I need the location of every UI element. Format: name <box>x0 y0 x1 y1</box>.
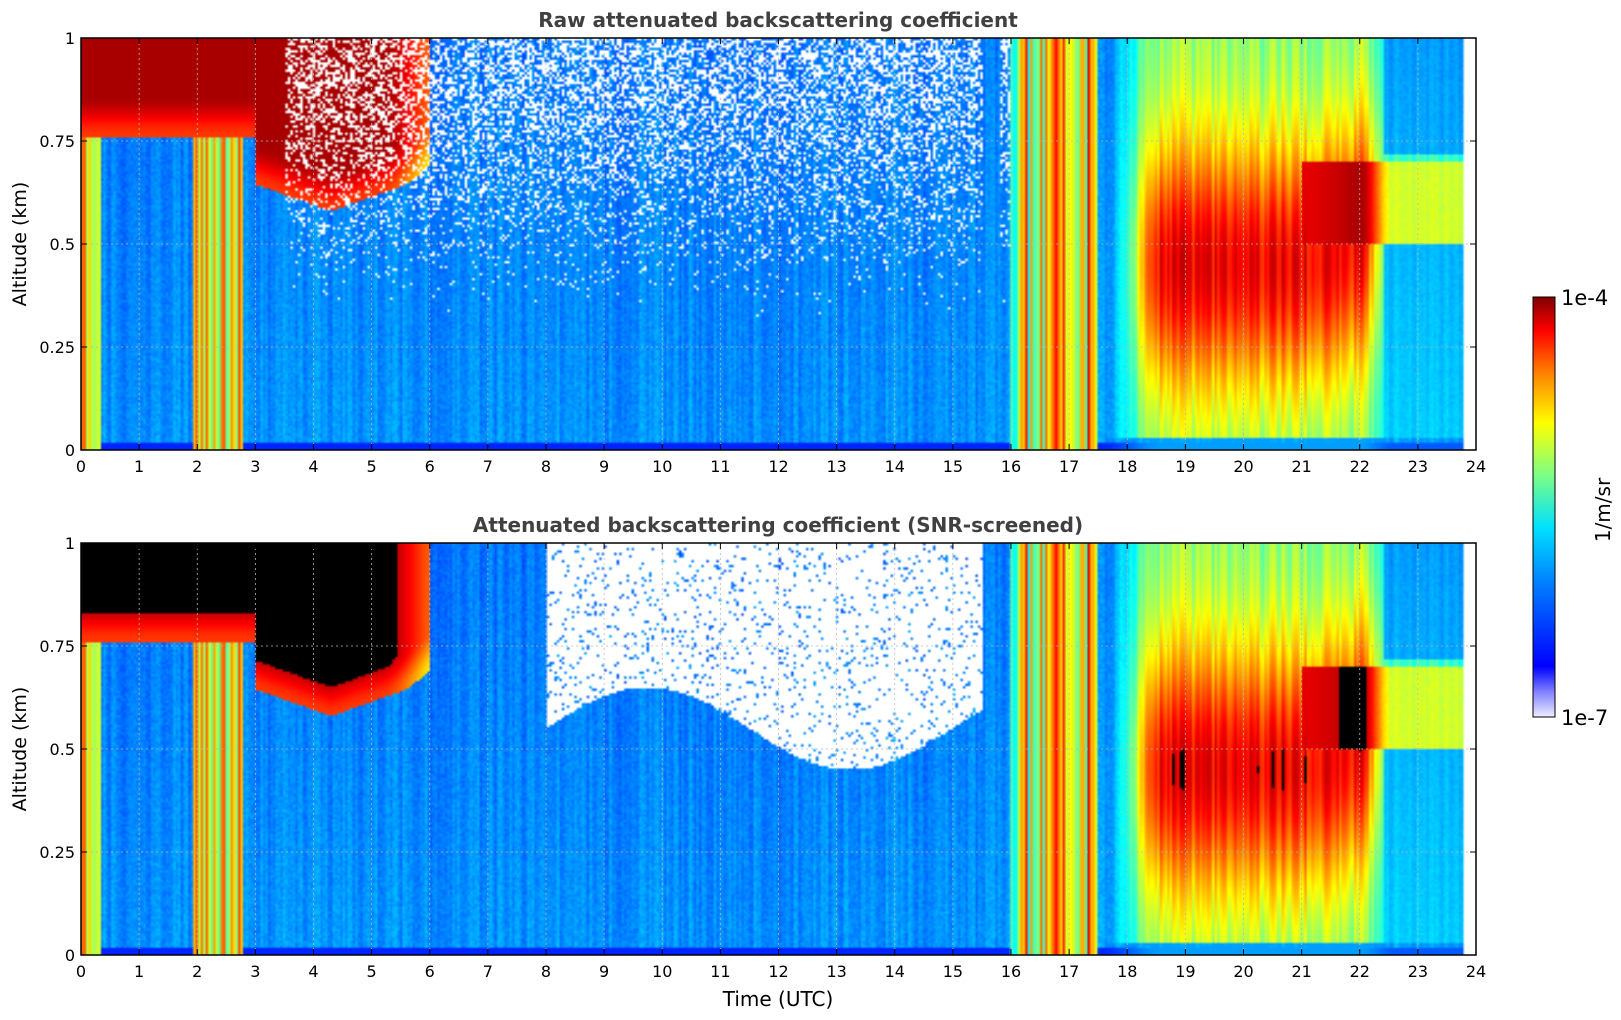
x-tick-label: 22 <box>1350 457 1370 476</box>
x-tick-label: 11 <box>710 457 730 476</box>
y-tick-label: 0.75 <box>39 637 75 656</box>
x-tick-label: 7 <box>483 457 493 476</box>
y-tick-label: 0.5 <box>50 235 75 254</box>
y-tick-label: 0.25 <box>39 843 75 862</box>
colorbar-gradient <box>1532 296 1556 718</box>
panel-screened-title: Attenuated backscattering coefficient (S… <box>473 513 1083 537</box>
x-tick-label: 24 <box>1466 457 1486 476</box>
panel-raw-grid <box>81 38 1476 450</box>
x-tick-label: 2 <box>192 962 202 981</box>
x-tick-label: 18 <box>1117 457 1137 476</box>
x-tick-label: 1 <box>134 962 144 981</box>
panel-raw-title: Raw attenuated backscattering coefficien… <box>538 8 1018 32</box>
x-tick-label: 23 <box>1408 457 1428 476</box>
x-tick-label: 20 <box>1233 962 1253 981</box>
x-tick-label: 21 <box>1291 962 1311 981</box>
panel-screened: Attenuated backscattering coefficient (S… <box>9 513 1486 1011</box>
x-tick-label: 1 <box>134 457 144 476</box>
x-tick-label: 8 <box>541 457 551 476</box>
x-tick-label: 10 <box>652 457 672 476</box>
panel-screened-grid <box>81 543 1476 955</box>
x-tick-label: 5 <box>367 962 377 981</box>
x-tick-label: 4 <box>308 457 318 476</box>
x-tick-label: 9 <box>599 457 609 476</box>
panel-raw: Raw attenuated backscattering coefficien… <box>9 8 1486 476</box>
y-tick-label: 0 <box>65 441 75 460</box>
x-tick-label: 22 <box>1350 962 1370 981</box>
x-tick-label: 17 <box>1059 457 1079 476</box>
y-tick-label: 0.25 <box>39 338 75 357</box>
x-tick-label: 8 <box>541 962 551 981</box>
x-tick-label: 13 <box>826 457 846 476</box>
panel-screened-xlabel: Time (UTC) <box>722 987 834 1011</box>
y-tick-label: 0.75 <box>39 132 75 151</box>
x-tick-label: 24 <box>1466 962 1486 981</box>
panel-screened-x-ticks: 0 1 2 3 4 5 6 7 8 9 10 11 12 13 14 15 16 17 18 19 20 21 22 23 24 <box>76 543 1486 981</box>
colorbar-max-label: 1e-4 <box>1561 286 1608 310</box>
x-tick-label: 14 <box>885 457 905 476</box>
x-tick-label: 13 <box>826 962 846 981</box>
x-tick-label: 15 <box>943 962 963 981</box>
colorbar-units-label: 1/m/sr <box>1591 477 1615 542</box>
x-tick-label: 5 <box>367 457 377 476</box>
colorbar: 1e-4 1e-7 1/m/sr <box>1532 286 1615 730</box>
x-tick-label: 12 <box>768 457 788 476</box>
panel-screened-ylabel: Altitude (km) <box>9 687 31 812</box>
panel-raw-y-ticks: 0 0.25 0.5 0.75 1 <box>39 29 1476 460</box>
x-tick-label: 12 <box>768 962 788 981</box>
x-tick-label: 19 <box>1175 962 1195 981</box>
x-tick-label: 23 <box>1408 962 1428 981</box>
x-tick-label: 15 <box>943 457 963 476</box>
x-tick-label: 11 <box>710 962 730 981</box>
y-tick-label: 0 <box>65 946 75 965</box>
panel-raw-ylabel: Altitude (km) <box>9 182 31 307</box>
x-tick-label: 0 <box>76 962 86 981</box>
y-tick-label: 1 <box>65 29 75 48</box>
x-tick-label: 17 <box>1059 962 1079 981</box>
x-tick-label: 19 <box>1175 457 1195 476</box>
x-tick-label: 3 <box>250 962 260 981</box>
x-tick-label: 20 <box>1233 457 1253 476</box>
x-tick-label: 16 <box>1001 962 1021 981</box>
x-tick-label: 10 <box>652 962 672 981</box>
panel-screened-frame <box>80 542 1477 956</box>
x-tick-label: 2 <box>192 457 202 476</box>
x-tick-label: 6 <box>425 962 435 981</box>
colorbar-min-label: 1e-7 <box>1561 706 1608 730</box>
x-tick-label: 18 <box>1117 962 1137 981</box>
y-tick-label: 0.5 <box>50 740 75 759</box>
x-tick-label: 6 <box>425 457 435 476</box>
panel-screened-y-ticks: 0 0.25 0.5 0.75 1 <box>39 534 1476 965</box>
x-tick-label: 14 <box>885 962 905 981</box>
x-tick-label: 0 <box>76 457 86 476</box>
x-tick-label: 21 <box>1291 457 1311 476</box>
x-tick-label: 4 <box>308 962 318 981</box>
panel-raw-x-ticks: 0 1 2 3 4 5 6 7 8 9 10 11 12 13 14 15 16 17 18 19 20 21 22 23 24 <box>76 38 1486 476</box>
x-tick-label: 3 <box>250 457 260 476</box>
x-tick-label: 7 <box>483 962 493 981</box>
y-tick-label: 1 <box>65 534 75 553</box>
x-tick-label: 9 <box>599 962 609 981</box>
x-tick-label: 16 <box>1001 457 1021 476</box>
panel-raw-frame <box>80 37 1477 451</box>
